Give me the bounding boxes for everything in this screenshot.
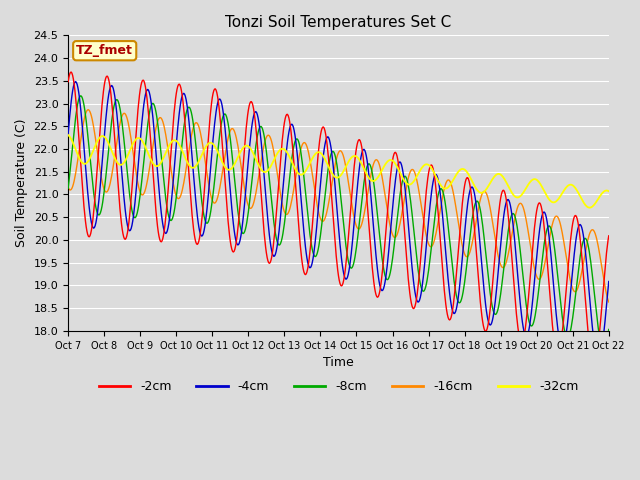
X-axis label: Time: Time [323,356,354,369]
Title: Tonzi Soil Temperatures Set C: Tonzi Soil Temperatures Set C [225,15,452,30]
Y-axis label: Soil Temperature (C): Soil Temperature (C) [15,119,28,247]
Text: TZ_fmet: TZ_fmet [76,44,133,57]
Legend: -2cm, -4cm, -8cm, -16cm, -32cm: -2cm, -4cm, -8cm, -16cm, -32cm [93,375,583,398]
